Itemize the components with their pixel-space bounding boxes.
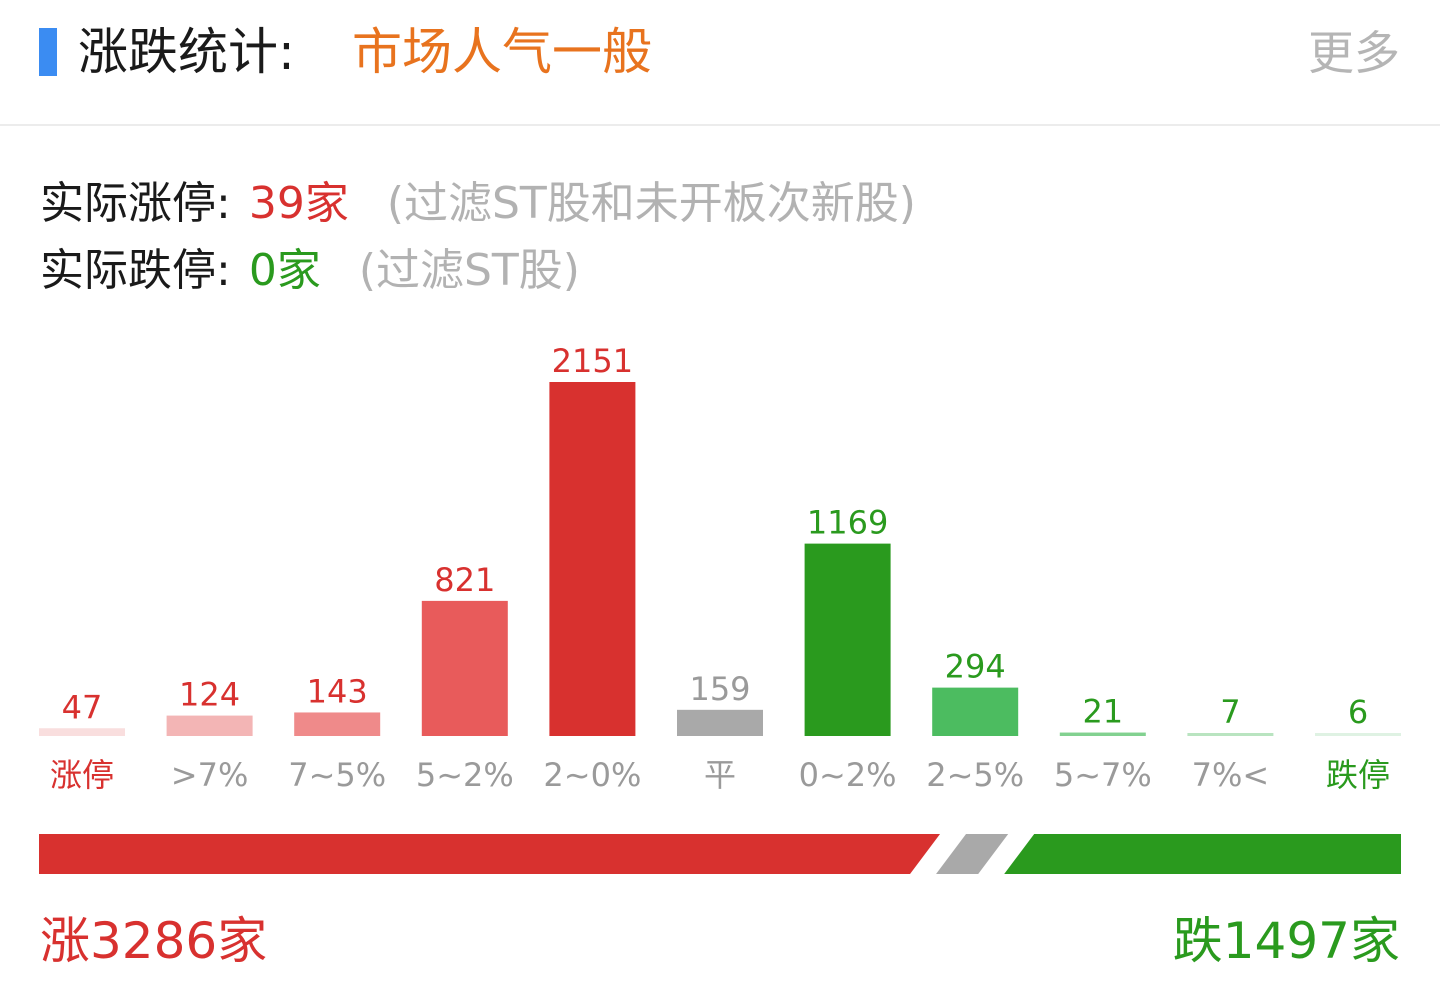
limit-down-value: 0家: [248, 245, 321, 296]
category-tick-label: 2~0%: [543, 756, 641, 794]
accent-bar: [39, 28, 57, 76]
bar-value-label: 143: [307, 672, 368, 710]
bar: [677, 709, 763, 736]
bar-value-label: 21: [1082, 693, 1123, 731]
category-tick-label: >7%: [171, 756, 249, 794]
bar-value-label: 821: [434, 561, 495, 599]
rising-segment: [39, 834, 941, 874]
distribution-bar-chart: 47 涨停 124 >7% 143 7~5% 821 5~2% 2151 2~0% 159 平 1169…: [39, 342, 1401, 794]
falling-count: 跌1497家: [1172, 912, 1400, 970]
limit-up-value: 39家: [248, 178, 349, 229]
up-down-ratio-bar: [39, 834, 1401, 874]
flat-segment: [936, 834, 1009, 874]
rising-count: 涨3286家: [40, 912, 268, 970]
category-tick-label: 5~2%: [416, 756, 514, 794]
category-tick-label: 7%<: [1192, 756, 1270, 794]
bar: [804, 543, 891, 736]
falling-segment: [1004, 834, 1401, 874]
limit-up-note: (过滤ST股和未开板次新股): [386, 178, 916, 229]
bar: [932, 687, 1019, 736]
market-sentiment-status: 市场人气一般: [352, 23, 652, 81]
bar-value-label: 47: [62, 688, 103, 726]
header-title: 涨跌统计:: [78, 23, 295, 81]
bar: [549, 382, 636, 736]
bar: [1187, 733, 1274, 736]
bar-value-label: 294: [945, 648, 1006, 686]
bar: [294, 712, 381, 736]
limit-down-label: 实际跌停:: [40, 245, 231, 296]
more-link[interactable]: 更多: [1308, 26, 1400, 80]
category-tick-label: 0~2%: [799, 756, 897, 794]
bar-value-label: 1169: [807, 504, 888, 542]
bar-value-label: 6: [1348, 693, 1368, 731]
bar: [39, 728, 125, 736]
limit-down-stat: 实际跌停: 0家 (过滤ST股): [40, 241, 580, 301]
category-tick-label: 涨停: [50, 756, 114, 794]
limit-down-note: (过滤ST股): [358, 245, 580, 296]
bar-value-label: 124: [179, 676, 240, 714]
bar: [1059, 732, 1146, 736]
bar-value-label: 159: [689, 670, 750, 708]
category-tick-label: 5~7%: [1054, 756, 1152, 794]
bar: [1315, 733, 1401, 736]
bar: [166, 715, 253, 736]
limit-up-stat: 实际涨停: 39家 (过滤ST股和未开板次新股): [40, 174, 916, 234]
header: 涨跌统计: 市场人气一般 更多: [0, 0, 1440, 126]
bar: [421, 600, 508, 736]
category-tick-label: 平: [704, 756, 736, 794]
category-tick-label: 7~5%: [288, 756, 386, 794]
bar-value-label: 2151: [552, 342, 633, 380]
limit-up-label: 实际涨停:: [40, 178, 231, 229]
category-tick-label: 2~5%: [926, 756, 1024, 794]
category-tick-label: 跌停: [1326, 756, 1390, 794]
bar-value-label: 7: [1220, 693, 1240, 731]
